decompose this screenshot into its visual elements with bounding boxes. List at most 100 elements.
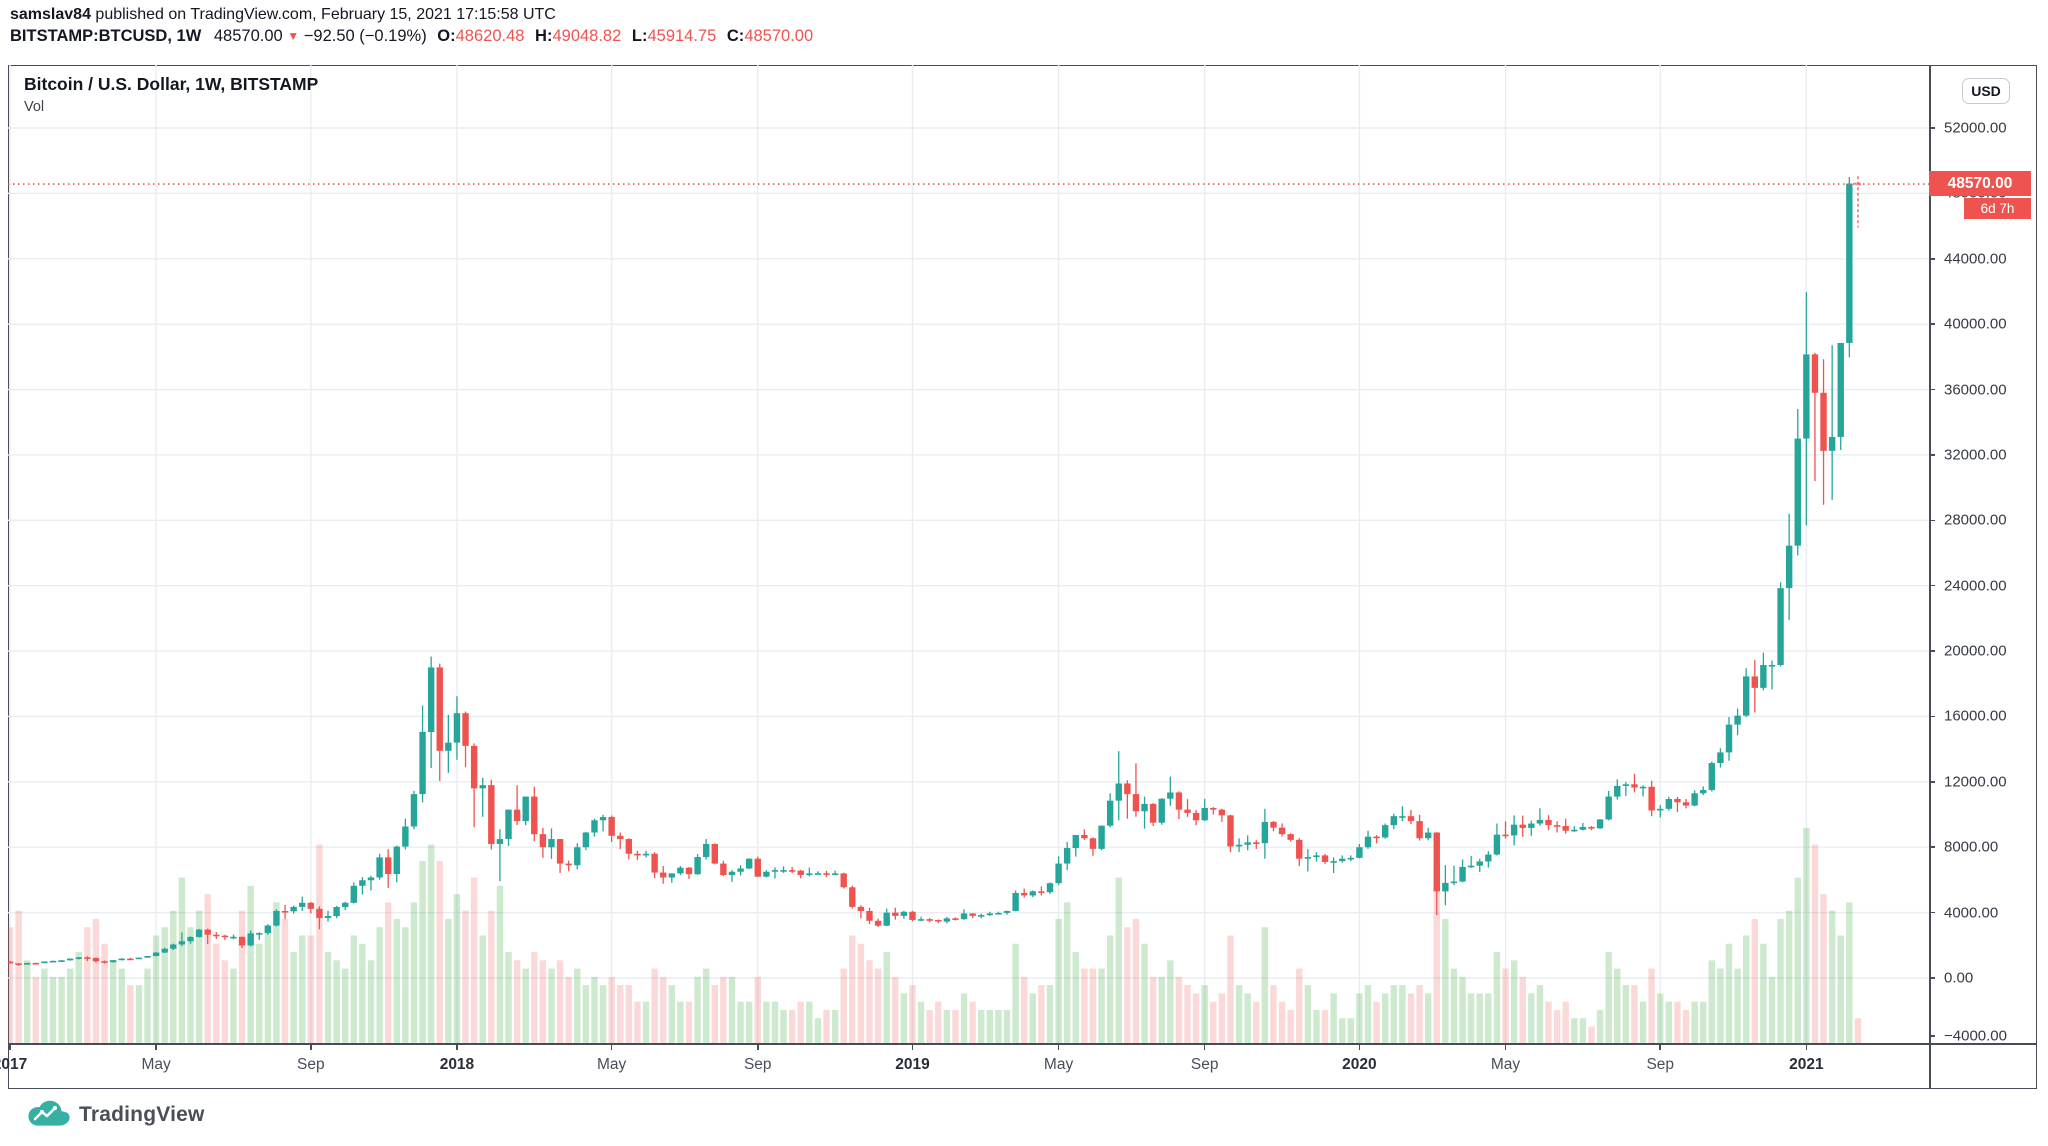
- volume-bar: [1063, 902, 1071, 1043]
- candle-body: [1657, 808, 1664, 811]
- candle-body: [75, 957, 82, 959]
- volume-bar: [1192, 993, 1200, 1043]
- currency-toggle-button[interactable]: USD: [1962, 78, 2010, 104]
- candle-body: [118, 958, 125, 961]
- candle-body: [737, 868, 744, 872]
- volume-bar: [170, 910, 177, 1043]
- candle-body: [599, 816, 607, 821]
- volume-bar: [1794, 877, 1801, 1043]
- time-tick-mark: [1504, 1044, 1507, 1050]
- price-axis[interactable]: 52000.0048000.0044000.0040000.0036000.00…: [1929, 65, 2048, 1045]
- price-tick-mark: [1929, 911, 1935, 914]
- candle-body: [943, 918, 951, 922]
- candle-body: [1356, 847, 1363, 858]
- candle-body: [677, 867, 684, 874]
- candle-body: [1450, 881, 1458, 884]
- time-axis[interactable]: 2017 May Sep 2018 May Sep 2019 May Sep 2020 May Sep…: [0, 1044, 2048, 1089]
- candle-body: [1270, 821, 1277, 828]
- price-tick-mark: [1929, 258, 1935, 260]
- candle-body: [496, 839, 504, 844]
- volume-bar: [1708, 960, 1716, 1043]
- candle-body: [608, 816, 615, 836]
- candle-body: [58, 960, 65, 962]
- price-tick-label: 52000.00: [1944, 119, 2007, 137]
- candle-body: [1089, 838, 1097, 849]
- candle-body: [1794, 438, 1801, 546]
- volume-bar: [1485, 993, 1492, 1043]
- price-tick-label: 4000.00: [1944, 904, 1999, 922]
- volume-bar: [857, 943, 865, 1043]
- volume-bar: [1356, 993, 1363, 1043]
- candle-body: [1588, 826, 1595, 829]
- volume-bar: [763, 1001, 770, 1043]
- volume-bar: [1657, 993, 1664, 1043]
- candle-body: [1115, 783, 1122, 801]
- header: samslav84 published on TradingView.com, …: [10, 4, 813, 47]
- volume-bar: [256, 943, 263, 1043]
- time-tick-label: Sep: [1646, 1056, 1675, 1073]
- time-tick-mark: [9, 1044, 11, 1050]
- low-label: L:: [631, 27, 648, 45]
- volume-bar: [745, 1001, 753, 1043]
- candle-body: [814, 873, 822, 875]
- volume-bar: [393, 918, 400, 1043]
- candle-body: [883, 912, 890, 926]
- volume-bar: [814, 1018, 822, 1043]
- volume-bar: [917, 1001, 925, 1043]
- candle-body: [238, 936, 246, 946]
- price-tick-mark: [1929, 388, 1935, 391]
- time-tick-mark: [310, 1044, 312, 1050]
- volume-bar: [1450, 968, 1458, 1043]
- volume-bar: [711, 985, 718, 1043]
- time-tick-mark: [1358, 1044, 1361, 1050]
- candle-body: [187, 936, 194, 942]
- candle-body: [1175, 792, 1183, 810]
- price-tick-mark: [1929, 781, 1935, 783]
- candle-body: [900, 911, 908, 916]
- volume-bar: [333, 960, 340, 1043]
- volume-bar: [299, 935, 306, 1043]
- volume-bar: [384, 902, 392, 1043]
- candle-body: [1476, 861, 1483, 866]
- candle-body: [307, 902, 315, 909]
- chart-plot-area[interactable]: [8, 65, 1929, 1043]
- volume-bar: [1768, 976, 1776, 1043]
- candle-body: [359, 880, 366, 886]
- volume-bar: [1218, 993, 1226, 1043]
- volume-bar: [273, 902, 280, 1043]
- volume-bar: [1210, 1001, 1217, 1043]
- candle-body: [1751, 676, 1758, 688]
- time-tick-mark: [757, 1044, 759, 1050]
- candle-body: [728, 871, 736, 876]
- volume-bar: [1691, 1001, 1698, 1043]
- volume-bar: [797, 1001, 804, 1043]
- volume-bar: [1347, 1018, 1355, 1043]
- tradingview-logo[interactable]: TradingView: [28, 1100, 205, 1130]
- volume-bar: [324, 952, 332, 1043]
- candle-body: [152, 952, 160, 957]
- candle-body: [1553, 825, 1561, 827]
- candle-body: [342, 902, 349, 908]
- candle-body: [402, 826, 409, 847]
- volume-bar: [427, 844, 435, 1043]
- volume-bar: [866, 960, 873, 1043]
- candle-body: [1244, 842, 1251, 845]
- candle-body: [1278, 827, 1286, 835]
- candle-body: [470, 745, 478, 789]
- volume-bar: [1854, 1018, 1862, 1043]
- candle-body: [1691, 793, 1698, 806]
- candle-body: [135, 957, 143, 960]
- volume-bar: [1562, 1001, 1569, 1043]
- time-tick-label: 2021: [1789, 1056, 1824, 1073]
- candle-body: [935, 919, 942, 922]
- volume-bar: [754, 976, 761, 1043]
- candle-body: [1390, 816, 1397, 826]
- price-tick-mark: [1929, 650, 1935, 652]
- volume-bar: [1167, 960, 1174, 1043]
- candle-body: [445, 742, 452, 751]
- bar-countdown-label: 6d 7h: [1964, 198, 2031, 219]
- candle-body: [1493, 834, 1501, 855]
- volume-bar: [1785, 910, 1793, 1043]
- candle-body: [1029, 891, 1037, 896]
- candle-body: [84, 957, 91, 959]
